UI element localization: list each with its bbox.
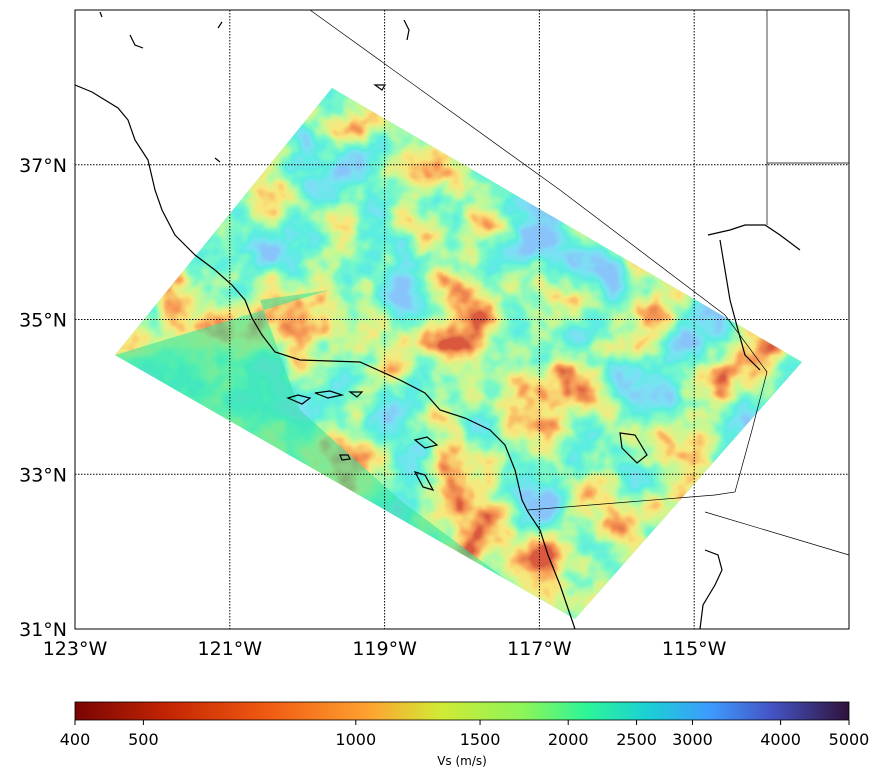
colorbar-tick-label: 400 — [60, 730, 91, 749]
colorbar-tick-label: 5000 — [829, 730, 870, 749]
colorbar — [74, 701, 850, 721]
y-tick-label: 31°N — [19, 619, 67, 641]
colorbar-tick-label: 2000 — [548, 730, 589, 749]
colorbar-tick-label: 3000 — [672, 730, 713, 749]
colorbar-tick-label: 2500 — [616, 730, 657, 749]
x-tick-label: 119°W — [352, 638, 417, 660]
borders — [309, 9, 850, 556]
x-tick-label: 123°W — [43, 638, 108, 660]
y-tick-label: 37°N — [19, 155, 67, 177]
y-tick-label: 33°N — [19, 464, 67, 486]
x-tick-label: 115°W — [662, 638, 727, 660]
y-tick-label: 35°N — [19, 310, 67, 332]
velocity-field — [115, 88, 802, 619]
colorbar-tick-label: 1500 — [460, 730, 501, 749]
colorbar-tick-label: 500 — [128, 730, 159, 749]
map-frame — [74, 9, 850, 630]
x-tick-label: 117°W — [507, 638, 572, 660]
colorbar-label: Vs (m/s) — [437, 754, 487, 768]
coastline — [74, 11, 801, 630]
colorbar-tick-label: 1000 — [335, 730, 376, 749]
colorbar-tick-label: 4000 — [760, 730, 801, 749]
x-tick-label: 121°W — [198, 638, 263, 660]
